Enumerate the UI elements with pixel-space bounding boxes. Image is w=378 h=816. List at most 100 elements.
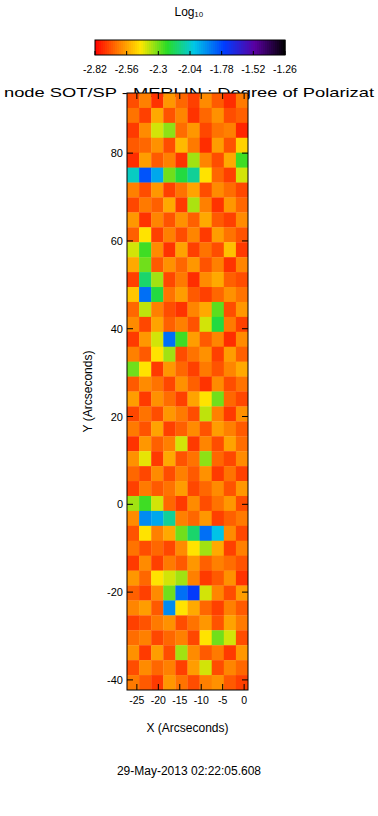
cell — [188, 451, 200, 466]
cell — [224, 242, 236, 257]
cell — [163, 108, 175, 123]
cells — [127, 93, 248, 690]
cell — [212, 526, 224, 541]
cell — [236, 227, 248, 242]
cell — [175, 138, 187, 153]
cell — [139, 571, 151, 586]
x-tick — [136, 684, 137, 690]
cell — [151, 332, 163, 347]
cell — [212, 287, 224, 302]
cell — [188, 496, 200, 511]
cell — [163, 615, 175, 630]
cell — [151, 675, 163, 690]
cell — [212, 466, 224, 481]
cell — [127, 630, 139, 645]
cell — [212, 586, 224, 601]
cell — [212, 272, 224, 287]
cell — [200, 586, 212, 601]
y-tick-label: 60 — [111, 235, 123, 247]
colorbar-tick — [253, 51, 254, 55]
cell — [236, 630, 248, 645]
cell — [151, 436, 163, 451]
cell — [188, 615, 200, 630]
cell — [236, 541, 248, 556]
cell — [224, 556, 236, 571]
cell — [236, 615, 248, 630]
cell — [151, 272, 163, 287]
cell — [163, 183, 175, 198]
x-tick-label: -20 — [151, 694, 166, 706]
cell — [139, 153, 151, 168]
cell — [236, 586, 248, 601]
cell — [236, 317, 248, 332]
cell — [175, 93, 187, 108]
cell — [127, 242, 139, 257]
y-tick — [242, 504, 248, 505]
cell — [236, 377, 248, 392]
cell — [175, 123, 187, 138]
cell — [127, 347, 139, 362]
cell — [163, 630, 175, 645]
y-tick-label: 20 — [111, 411, 123, 423]
cell — [151, 496, 163, 511]
cell — [200, 436, 212, 451]
cell — [139, 212, 151, 227]
cell — [188, 108, 200, 123]
cell — [163, 481, 175, 496]
cell — [127, 227, 139, 242]
cell — [139, 272, 151, 287]
cell — [139, 600, 151, 615]
colorbar-tick-label: -2.3 — [149, 63, 167, 75]
cell — [236, 302, 248, 317]
y-tick-label: 0 — [117, 498, 123, 510]
cell — [175, 466, 187, 481]
cell — [175, 511, 187, 526]
cell — [163, 496, 175, 511]
colorbar-tick — [190, 51, 191, 55]
cell — [200, 466, 212, 481]
cell — [175, 347, 187, 362]
cell — [224, 571, 236, 586]
cell — [163, 436, 175, 451]
cell — [224, 586, 236, 601]
cell — [151, 571, 163, 586]
cell — [127, 451, 139, 466]
cell — [175, 556, 187, 571]
cell — [139, 242, 151, 257]
cell — [163, 257, 175, 272]
colorbar-tick — [285, 51, 286, 55]
cell — [127, 406, 139, 421]
cell — [139, 183, 151, 198]
cell — [188, 586, 200, 601]
cell — [139, 586, 151, 601]
cell — [163, 511, 175, 526]
cell — [212, 153, 224, 168]
cell — [212, 317, 224, 332]
cell — [224, 496, 236, 511]
cell — [163, 392, 175, 407]
cell — [151, 406, 163, 421]
cell — [224, 212, 236, 227]
cell — [224, 197, 236, 212]
cell — [212, 645, 224, 660]
cell — [175, 406, 187, 421]
cell — [163, 541, 175, 556]
cell — [212, 197, 224, 212]
cell — [212, 302, 224, 317]
cell — [224, 600, 236, 615]
colorbar-tick-label: -2.82 — [83, 63, 107, 75]
cell — [175, 496, 187, 511]
cell — [236, 496, 248, 511]
cell — [212, 138, 224, 153]
cell — [188, 183, 200, 198]
cell — [127, 586, 139, 601]
cell — [236, 138, 248, 153]
cell — [175, 168, 187, 183]
cell — [188, 332, 200, 347]
colorbar-tick — [158, 51, 159, 55]
cell — [139, 541, 151, 556]
colorbar-tick — [221, 51, 222, 55]
date: 29-May-2013 02:22:05.608 — [117, 764, 261, 778]
cell — [224, 630, 236, 645]
cell — [139, 362, 151, 377]
